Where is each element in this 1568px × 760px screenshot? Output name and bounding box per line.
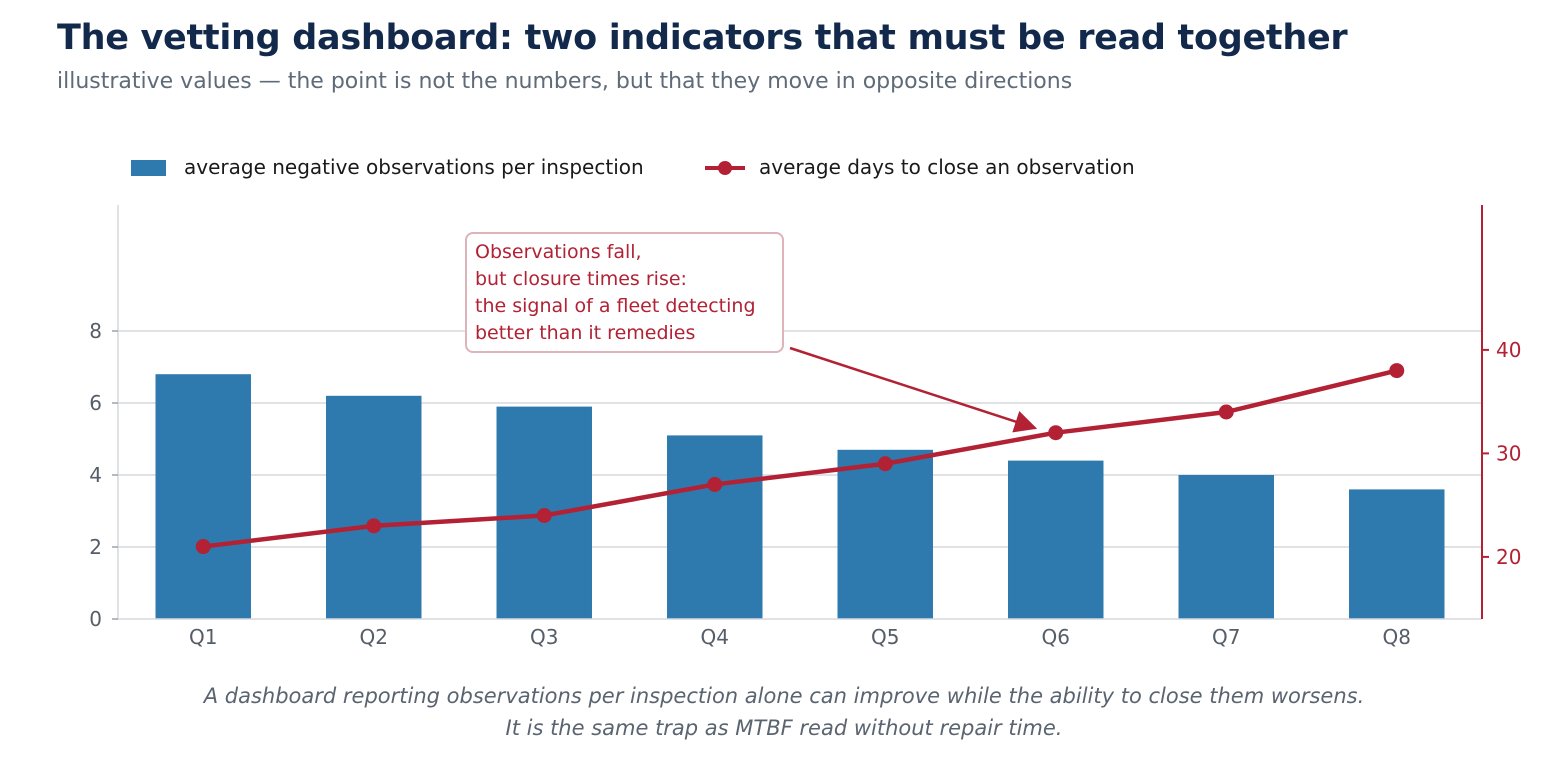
x-tick-label-q2: Q2: [360, 625, 388, 649]
axes: 0 2 4 6 8 Q1 Q2 Q3 Q4 Q5 Q6 Q7 Q8 20 30 40: [89, 205, 1521, 649]
bar-series: [155, 374, 1445, 619]
line-point-q8: [1389, 363, 1405, 379]
annotation-arrow: [789, 346, 1038, 433]
line-point-q3: [536, 508, 552, 523]
left-tick-label-0: 0: [89, 607, 102, 631]
annotation-box: [465, 232, 784, 353]
chart-title: The vetting dashboard: two indicators th…: [57, 18, 1348, 58]
line-days-to-close: [202, 368, 1398, 549]
line-point-q5: [877, 456, 893, 472]
bar-q4: [667, 435, 763, 619]
bar-q5: [837, 449, 933, 619]
line-series: [195, 363, 1405, 555]
right-tick-label-40: 40: [1496, 338, 1521, 362]
line-point-q6: [1048, 425, 1064, 441]
legend-line-label: average days to close an observation: [759, 155, 1135, 179]
annotation-line-4: better than it remedies: [475, 322, 695, 344]
x-tick-label-q7: Q7: [1212, 625, 1240, 649]
x-tick-label-q1: Q1: [189, 625, 217, 649]
bar-q1: [155, 374, 251, 619]
legend-bar-swatch: [131, 160, 166, 176]
legend-line-marker: [718, 161, 732, 175]
bar-q6: [1008, 460, 1104, 619]
left-tick-label-2: 2: [89, 535, 102, 559]
x-tick-label-q5: Q5: [871, 625, 899, 649]
x-tick-label-q6: Q6: [1042, 625, 1070, 649]
chart-caption: A dashboard reporting observations per i…: [0, 680, 1568, 744]
bar-q2: [326, 395, 422, 619]
chart-subtitle: illustrative values — the point is not t…: [57, 69, 1073, 94]
line-point-q1: [195, 539, 211, 555]
line-point-q2: [366, 518, 382, 534]
x-tick-label-q8: Q8: [1383, 625, 1411, 649]
left-tick-label-6: 6: [89, 391, 102, 415]
grid-lines: [118, 330, 1482, 548]
annotation-line-3: the signal of a fleet detecting: [475, 295, 756, 317]
legend: average negative observations per inspec…: [131, 155, 1135, 179]
annotation-line-2: but closure times rise:: [475, 268, 687, 290]
right-tick-label-20: 20: [1496, 545, 1521, 569]
legend-bar-label: average negative observations per inspec…: [184, 155, 644, 179]
bar-q8: [1349, 489, 1445, 619]
right-tick-label-30: 30: [1496, 441, 1521, 465]
caption-line-2: It is the same trap as MTBF read without…: [505, 716, 1063, 740]
x-tick-label-q4: Q4: [701, 625, 729, 649]
annotation-line-1: Observations fall,: [475, 241, 642, 263]
left-tick-label-8: 8: [89, 319, 102, 343]
line-point-q7: [1218, 404, 1234, 420]
caption-line-1: A dashboard reporting observations per i…: [203, 684, 1365, 708]
x-tick-label-q3: Q3: [530, 625, 558, 649]
left-tick-label-4: 4: [89, 463, 102, 487]
line-point-q4: [707, 476, 723, 492]
bar-q7: [1178, 475, 1274, 619]
annotation: Observations fall, but closure times ris…: [465, 232, 1038, 433]
